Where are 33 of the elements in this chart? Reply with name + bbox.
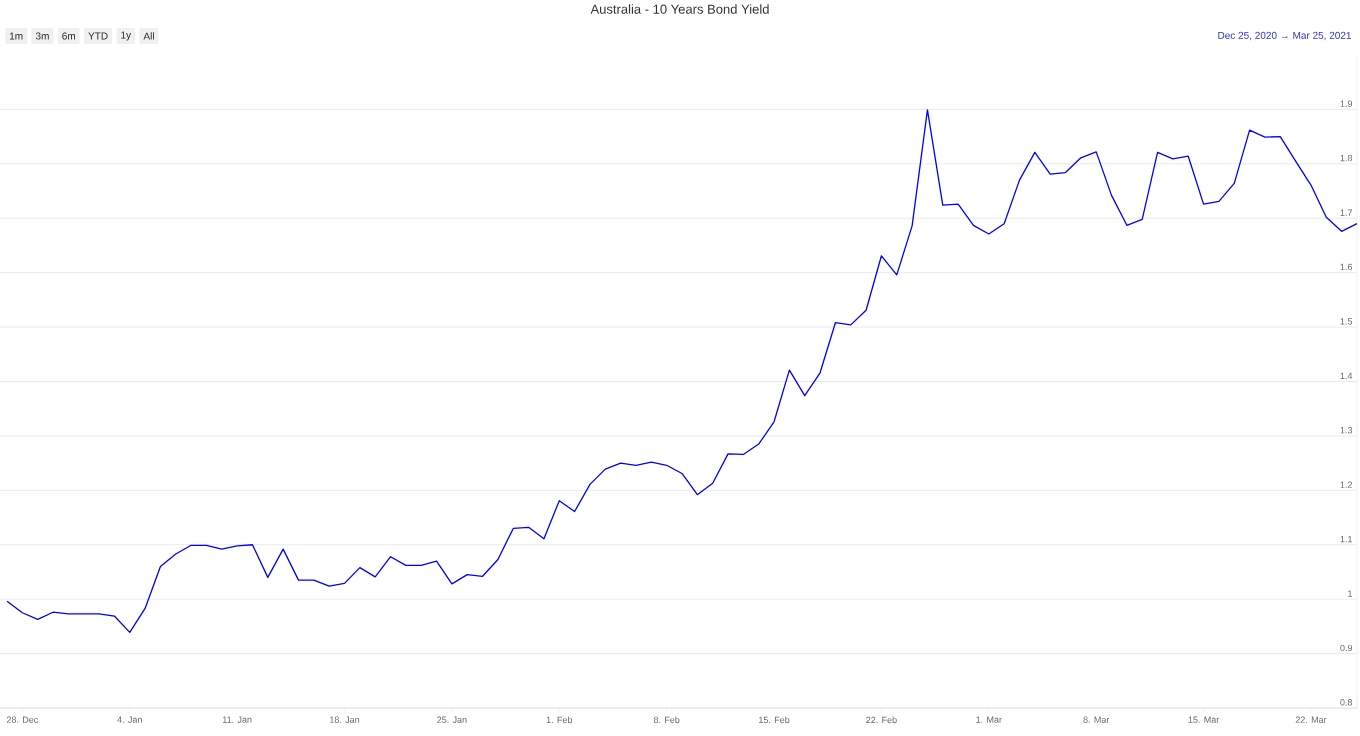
x-tick-label: 22. Mar [1295,716,1327,723]
y-tick-label: 1.3 [1340,427,1353,434]
x-tick-label: 4. Jan [117,716,142,723]
text: Dec 25, 2020 → Mar 25, 2021 [1218,31,1351,41]
y-tick-label: 1.6 [1340,263,1353,271]
text: 1y [121,31,132,41]
x-tick-label: 15. Feb [759,716,790,724]
x-tick-label: 15. Mar [1188,716,1220,723]
text: 3m [35,32,49,40]
x-tick-label: 28. Dec [6,716,39,723]
x-tick-label: 25. Jan [437,716,467,723]
y-tick-label: 1.4 [1340,372,1353,379]
x-tick-label: 11. Jan [222,716,252,723]
x-tick-label: 1. Mar [976,716,1002,723]
y-tick-label: 0.8 [1340,699,1353,706]
text: All [143,32,154,40]
y-tick-label: 1.5 [1340,318,1353,325]
x-tick-label: 8. Feb [653,716,680,724]
x-tick-label: 22. Feb [866,716,897,724]
text: YTD [88,32,108,40]
x-tick-label: 1. Feb [546,716,573,724]
y-tick-label: 1.1 [1340,536,1353,543]
x-tick-label: 8. Mar [1083,716,1110,723]
chart-title: Australia - 10 Years Bond Yield [590,4,769,14]
y-tick-label: 1 [1348,590,1353,597]
y-tick-label: 1.7 [1340,209,1352,216]
y-tick-label: 1.9 [1340,100,1353,107]
text: 1m [9,32,23,40]
x-tick-label: 18. Jan [330,716,360,723]
y-tick-label: 1.2 [1340,481,1352,488]
y-tick-label: 0.9 [1340,644,1353,652]
y-tick-label: 1.8 [1340,154,1353,162]
text: 6m [62,32,76,40]
